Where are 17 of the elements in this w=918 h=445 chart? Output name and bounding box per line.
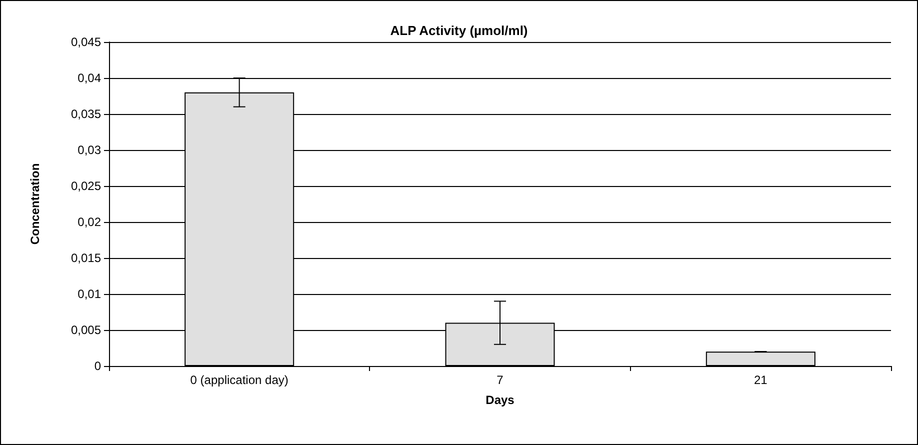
y-tick-label: 0,04: [78, 71, 102, 85]
bar: [706, 352, 816, 366]
y-tick-label: 0,02: [78, 215, 102, 229]
x-tick-label: 0 (application day): [190, 373, 288, 387]
x-axis-title: Days: [486, 393, 515, 407]
chart-title: ALP Activity (µmol/ml): [390, 23, 528, 38]
x-tick-label: 7: [496, 373, 504, 387]
y-tick-label: 0,045: [70, 35, 102, 49]
y-tick-label: 0,025: [70, 179, 102, 193]
y-tick-label: 0,015: [70, 251, 102, 265]
y-tick-label: 0,035: [70, 107, 102, 121]
x-tick-label: 21: [754, 373, 768, 387]
y-tick-label: 0: [94, 359, 102, 373]
y-tick-label: 0,03: [78, 143, 102, 157]
y-axis-title: Concentration: [28, 163, 42, 245]
y-tick-label: 0,005: [70, 323, 102, 337]
y-tick-label: 0,01: [78, 287, 102, 301]
